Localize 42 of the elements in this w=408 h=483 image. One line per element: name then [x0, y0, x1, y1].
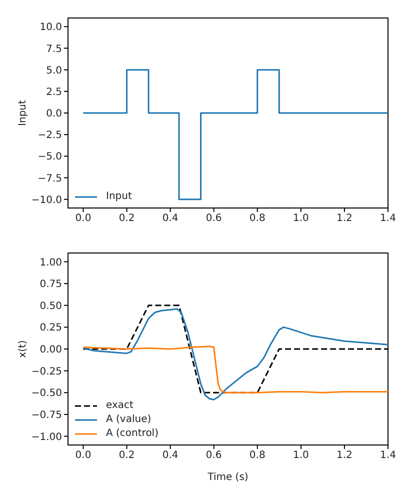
legend-label: A (control): [106, 427, 158, 441]
y-tick-label: −0.25: [31, 366, 62, 378]
y-tick-label: −5.0: [38, 152, 62, 163]
y-tick-label: −10.0: [31, 194, 62, 206]
y-tick-label: 2.5: [46, 86, 62, 98]
x-tick-label: 0.6: [206, 450, 222, 462]
legend-label: A (value): [106, 413, 152, 427]
line-series: [82, 346, 388, 394]
x-tick-label: 1.0: [292, 450, 309, 462]
y-tick-label: −0.75: [31, 410, 62, 422]
x-tick-label: 0.0: [75, 213, 92, 224]
y-tick-label: 0.75: [40, 279, 62, 290]
x-tick-label: 1.0: [292, 213, 309, 224]
y-axis-title: x(t): [18, 340, 29, 358]
x-tick-label: 1.4: [380, 450, 396, 462]
x-tick-label: 0.4: [162, 450, 178, 462]
legend-label: Input: [106, 190, 132, 204]
y-tick-label: −7.5: [38, 173, 62, 184]
y-tick-label: −0.50: [31, 388, 62, 400]
x-tick-label: 0.8: [249, 213, 266, 224]
y-tick-label: 5.0: [46, 65, 62, 76]
x-tick-label: 0.4: [162, 213, 178, 224]
x-tick-label: 0.8: [249, 450, 266, 462]
x-tick-label: 0.2: [118, 450, 135, 462]
y-tick-label: 10.0: [40, 22, 62, 34]
x-tick-label: 1.2: [336, 450, 352, 462]
x-tick-label: 1.2: [336, 213, 352, 224]
y-tick-label: 0.50: [40, 300, 62, 312]
y-tick-label: 0.00: [40, 344, 62, 356]
y-tick-label: 1.00: [40, 257, 62, 268]
y-tick-label: 7.5: [46, 44, 62, 55]
x-axis-title: Time (s): [206, 472, 248, 483]
y-tick-label: 0.25: [40, 322, 62, 334]
y-tick-label: 0.0: [46, 108, 62, 120]
x-tick-label: 0.0: [75, 450, 92, 462]
legend-label: exact: [106, 399, 134, 413]
y-axis-title: Input: [18, 100, 29, 126]
y-tick-label: −1.00: [31, 432, 62, 443]
y-tick-label: −2.5: [38, 130, 62, 142]
x-tick-label: 1.4: [380, 213, 396, 224]
x-tick-label: 0.2: [118, 213, 135, 224]
x-tick-label: 0.6: [206, 213, 222, 224]
